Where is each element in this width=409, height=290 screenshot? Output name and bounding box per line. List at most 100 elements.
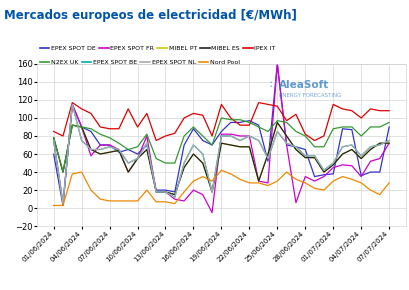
MIBEL ES [246,145,251,148]
EPEX SPOT NL [70,103,74,106]
EPEX SPOT DE [181,143,186,147]
IPEX IT [218,103,223,106]
EPEX SPOT NL [61,202,65,205]
EPEX SPOT BE [256,139,261,142]
N2EX UK [321,145,326,148]
MIBEL PT [51,136,56,139]
EPEX SPOT NL [107,145,112,148]
EPEX SPOT DE [311,175,316,178]
EPEX SPOT BE [311,154,316,157]
IPEX IT [339,107,344,111]
MIBEL PT [61,170,65,174]
MIBEL ES [116,149,121,152]
MIBEL PT [200,161,205,165]
Nord Pool [153,200,158,204]
EPEX SPOT NL [191,143,196,147]
MIBEL ES [265,152,270,156]
Nord Pool [163,200,168,204]
EPEX SPOT NL [200,152,205,156]
EPEX SPOT BE [88,148,93,151]
MIBEL ES [209,190,214,194]
IPEX IT [330,103,335,106]
Nord Pool [61,204,65,207]
EPEX SPOT NL [51,139,56,142]
MIBEL ES [172,193,177,196]
MIBEL PT [256,179,261,183]
EPEX SPOT BE [98,148,103,151]
MIBEL ES [135,157,139,160]
EPEX SPOT FR [79,125,84,129]
EPEX SPOT BE [116,148,121,151]
EPEX SPOT FR [163,190,168,194]
EPEX SPOT NL [79,139,84,142]
MIBEL ES [61,170,65,174]
Nord Pool [228,172,233,176]
EPEX SPOT DE [126,148,130,151]
EPEX SPOT DE [330,172,335,176]
IPEX IT [144,112,149,115]
Nord Pool [339,175,344,178]
MIBEL PT [339,152,344,156]
EPEX SPOT DE [70,103,74,106]
Legend: N2EX UK, EPEX SPOT BE, EPEX SPOT NL, Nord Pool: N2EX UK, EPEX SPOT BE, EPEX SPOT NL, Nor… [40,60,240,65]
EPEX SPOT BE [144,142,149,145]
EPEX SPOT BE [228,134,233,138]
EPEX SPOT NL [376,143,381,147]
IPEX IT [293,113,298,116]
MIBEL PT [98,152,103,156]
EPEX SPOT BE [181,161,186,165]
EPEX SPOT FR [116,148,121,151]
Nord Pool [256,181,261,185]
Line: IPEX IT: IPEX IT [54,103,388,140]
EPEX SPOT DE [274,62,279,66]
EPEX SPOT BE [153,190,158,194]
N2EX UK [330,127,335,130]
MIBEL ES [200,161,205,165]
MIBEL ES [376,142,381,145]
EPEX SPOT NL [302,154,307,157]
MIBEL PT [153,190,158,194]
IPEX IT [321,134,326,138]
N2EX UK [302,134,307,138]
EPEX SPOT BE [367,145,372,148]
MIBEL PT [209,190,214,194]
Line: EPEX SPOT DE: EPEX SPOT DE [54,64,388,205]
EPEX SPOT DE [265,160,270,163]
EPEX SPOT BE [293,145,298,148]
EPEX SPOT FR [172,197,177,201]
EPEX SPOT NL [126,161,130,165]
EPEX SPOT FR [293,201,298,204]
N2EX UK [51,136,56,139]
Nord Pool [358,181,363,185]
N2EX UK [144,133,149,136]
MIBEL PT [358,157,363,160]
EPEX SPOT NL [172,195,177,199]
EPEX SPOT FR [228,133,233,136]
N2EX UK [126,148,130,151]
MIBEL ES [126,170,130,174]
Nord Pool [144,188,149,192]
IPEX IT [153,139,158,142]
EPEX SPOT BE [358,154,363,157]
EPEX SPOT DE [348,128,353,131]
MIBEL ES [274,121,279,124]
EPEX SPOT NL [321,168,326,172]
MIBEL PT [386,142,391,145]
EPEX SPOT DE [256,124,261,127]
EPEX SPOT FR [274,62,279,66]
EPEX SPOT NL [218,134,223,138]
MIBEL ES [256,179,261,183]
EPEX SPOT DE [209,143,214,147]
EPEX SPOT NL [246,134,251,138]
EPEX SPOT BE [302,154,307,157]
IPEX IT [191,112,196,115]
N2EX UK [116,142,121,145]
N2EX UK [237,118,242,122]
IPEX IT [88,112,93,115]
MIBEL ES [88,148,93,151]
N2EX UK [246,121,251,124]
MIBEL PT [246,145,251,148]
Line: Nord Pool: Nord Pool [54,170,388,205]
MIBEL PT [107,151,112,154]
MIBEL ES [283,134,288,138]
